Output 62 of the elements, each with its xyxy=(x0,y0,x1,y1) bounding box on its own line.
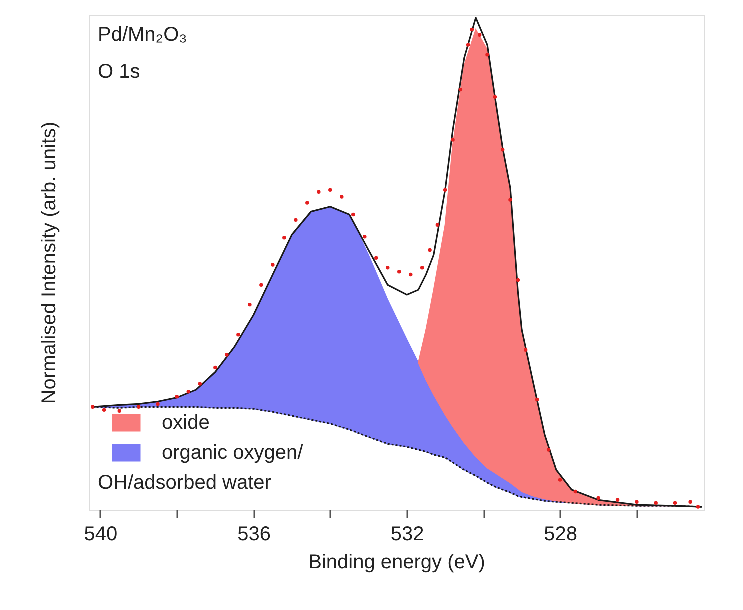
point xyxy=(260,283,264,287)
point xyxy=(616,498,620,502)
point xyxy=(635,500,639,504)
point xyxy=(118,409,122,413)
point xyxy=(214,366,218,370)
point xyxy=(328,188,332,192)
point xyxy=(186,390,190,394)
point xyxy=(248,302,252,307)
point xyxy=(688,500,692,504)
y-axis-title: Normalised Intensity (arb. units) xyxy=(38,122,60,404)
point xyxy=(236,332,240,337)
point xyxy=(102,408,106,412)
annotation: O 1s xyxy=(98,61,140,83)
point xyxy=(90,405,95,410)
point xyxy=(317,190,321,194)
point xyxy=(470,28,474,32)
point xyxy=(443,188,448,192)
legend-label: oxide xyxy=(162,412,210,434)
annotation: Pd/Mn₂O₃ xyxy=(98,24,188,46)
point xyxy=(466,43,470,47)
point xyxy=(428,248,432,252)
point xyxy=(386,266,390,270)
point xyxy=(282,236,286,240)
x-tick-label: 528 xyxy=(544,524,578,546)
point xyxy=(558,478,562,482)
point xyxy=(420,266,424,270)
point xyxy=(294,218,298,222)
point xyxy=(306,201,310,205)
point xyxy=(493,95,498,100)
point xyxy=(363,235,367,239)
point xyxy=(524,348,528,352)
point xyxy=(508,198,512,202)
point xyxy=(352,212,356,217)
point xyxy=(574,490,578,494)
point xyxy=(486,52,490,57)
point xyxy=(500,148,505,152)
point xyxy=(374,256,378,260)
legend-label: organic oxygen/OH/adsorbed water xyxy=(98,442,304,494)
point xyxy=(340,195,344,199)
point xyxy=(596,496,600,500)
point xyxy=(458,88,463,92)
point xyxy=(451,138,455,142)
x-axis-title: Binding energy (eV) xyxy=(308,552,486,574)
point xyxy=(398,270,402,274)
point xyxy=(478,33,482,38)
point xyxy=(516,278,520,282)
point xyxy=(436,223,440,227)
x-tick-label: 540 xyxy=(84,524,118,546)
point xyxy=(546,448,551,452)
x-tick-label: 532 xyxy=(390,524,424,546)
point xyxy=(535,398,540,402)
x-tick-label: 536 xyxy=(238,524,271,546)
point xyxy=(409,272,413,277)
point xyxy=(225,353,229,357)
point xyxy=(673,501,678,505)
point xyxy=(654,501,658,505)
point xyxy=(696,505,700,509)
point xyxy=(198,382,202,386)
point xyxy=(271,263,275,267)
point xyxy=(156,402,160,406)
point xyxy=(175,394,179,399)
point xyxy=(136,405,141,410)
